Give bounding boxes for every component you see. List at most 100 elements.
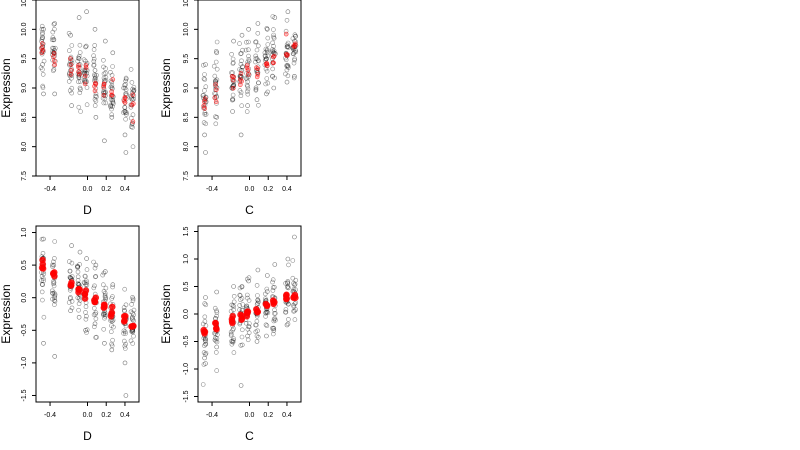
observed-point-cloud	[83, 67, 89, 73]
observed-point-cloud	[84, 280, 89, 286]
observed-point-cloud	[272, 316, 278, 321]
observed-point-cloud	[92, 324, 97, 330]
observed-point-cloud	[262, 291, 268, 297]
observed-point-cloud	[51, 279, 56, 284]
observed-point-cloud	[84, 43, 89, 49]
observed-point-cloud	[203, 121, 208, 127]
observed-point-cloud	[75, 269, 81, 275]
observed-point-cloud	[292, 56, 298, 62]
observed-point	[84, 256, 89, 261]
observed-point-cloud	[39, 31, 45, 37]
observed-point-cloud	[239, 284, 245, 290]
observed-point-cloud	[67, 274, 73, 280]
observed-point-cloud	[93, 311, 98, 317]
y-tick-label: 0.5	[183, 282, 190, 292]
observed-point-cloud	[84, 278, 89, 284]
observed-point-cloud	[40, 297, 45, 303]
observed-point-cloud	[84, 330, 89, 335]
observed-point-cloud	[121, 305, 127, 310]
observed-point	[231, 284, 236, 289]
observed-point-cloud	[103, 100, 109, 106]
observed-point-cloud	[229, 331, 234, 337]
observed-point	[76, 56, 82, 62]
observed-point-cloud	[256, 80, 261, 85]
observed-point-cloud	[245, 84, 250, 89]
observed-point-cloud	[270, 279, 275, 285]
observed-point-cloud	[82, 280, 88, 286]
observed-point	[292, 234, 297, 240]
observed-point-cloud	[129, 94, 134, 100]
observed-point	[255, 21, 261, 26]
y-tick-label: 10.5	[21, 0, 28, 7]
y-tick-label: 0.0	[21, 293, 28, 303]
observed-point-cloud	[130, 296, 136, 302]
observed-point	[202, 132, 207, 138]
observed-point-cloud	[109, 323, 114, 328]
observed-point-cloud	[214, 313, 219, 319]
observed-point	[254, 339, 260, 344]
observed-point-cloud	[93, 274, 99, 279]
observed-point-cloud	[41, 314, 47, 320]
observed-point-cloud	[292, 282, 297, 288]
x-tick-label: 0.0	[245, 186, 255, 193]
observed-point-cloud	[94, 94, 99, 99]
observed-point-cloud	[263, 310, 269, 316]
observed-point-cloud	[124, 112, 129, 117]
observed-point-cloud	[69, 73, 75, 78]
x-tick-label: 0.4	[120, 412, 130, 419]
observed-point	[109, 347, 115, 353]
observed-point-cloud	[285, 281, 290, 286]
observed-point-cloud	[103, 75, 109, 80]
observed-point	[69, 243, 74, 248]
observed-point-cloud	[69, 274, 75, 279]
fitted-point	[212, 319, 219, 327]
observed-point-cloud	[131, 96, 136, 102]
observed-point	[271, 328, 277, 333]
observed-point-cloud	[263, 309, 269, 315]
observed-point-cloud	[91, 56, 97, 62]
observed-point-cloud	[93, 78, 99, 83]
observed-point	[92, 68, 98, 73]
observed-point	[238, 383, 244, 388]
observed-point-cloud	[246, 74, 251, 80]
observed-point-cloud	[92, 43, 97, 48]
observed-point	[214, 115, 219, 120]
observed-point-cloud	[270, 277, 276, 283]
observed-point-cloud	[40, 72, 46, 77]
observed-point-cloud	[264, 309, 270, 315]
observed-point-cloud	[231, 338, 236, 343]
observed-point-cloud	[271, 326, 277, 331]
observed-point	[68, 32, 73, 38]
fitted-point	[82, 73, 88, 79]
x-tick-label: -0.4	[206, 412, 218, 419]
observed-point-cloud	[290, 51, 296, 57]
observed-point-cloud	[228, 329, 234, 335]
observed-point	[213, 79, 219, 85]
observed-point-cloud	[84, 68, 90, 73]
observed-point-cloud	[270, 40, 275, 46]
observed-point-cloud	[201, 350, 207, 355]
observed-point-cloud	[246, 47, 251, 53]
panel-top-left: -0.4 0.0 0.2 0.4 7.5 8.0 8.5 9.0 9.5 10.0 10.5 D Exp…	[0, 0, 140, 217]
observed-point-cloud	[76, 73, 82, 79]
observed-point-cloud	[240, 64, 245, 70]
fitted-point	[81, 295, 89, 302]
observed-point	[40, 282, 45, 288]
observed-point-cloud	[245, 91, 251, 97]
fitted-point	[130, 92, 136, 98]
observed-point-cloud	[131, 93, 137, 99]
observed-point-cloud	[52, 26, 57, 32]
observed-point-cloud	[214, 66, 220, 72]
observed-point-cloud	[286, 317, 291, 322]
observed-point-cloud	[76, 75, 82, 80]
fitted-point	[230, 85, 236, 91]
observed-point-cloud	[91, 63, 96, 68]
observed-point-cloud	[213, 338, 219, 344]
observed-point-cloud	[102, 313, 108, 319]
fitted-point	[51, 58, 57, 64]
observed-point-cloud	[110, 64, 115, 69]
observed-point	[102, 340, 107, 346]
observed-point-cloud	[265, 89, 271, 95]
fitted-point	[213, 99, 219, 105]
